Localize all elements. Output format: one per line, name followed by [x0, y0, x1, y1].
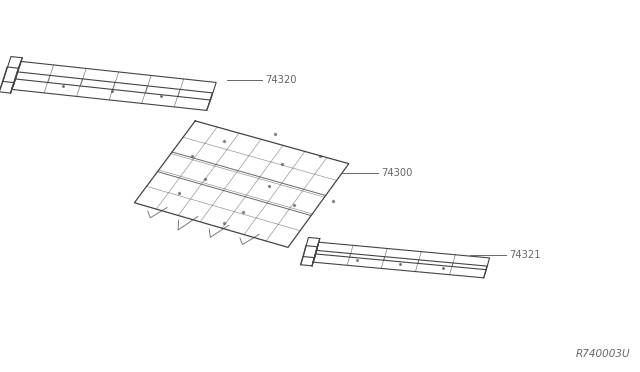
Text: 74321: 74321	[509, 250, 540, 260]
Text: 74300: 74300	[381, 168, 412, 178]
Text: 74320: 74320	[266, 75, 297, 85]
Text: R740003U: R740003U	[576, 349, 630, 359]
